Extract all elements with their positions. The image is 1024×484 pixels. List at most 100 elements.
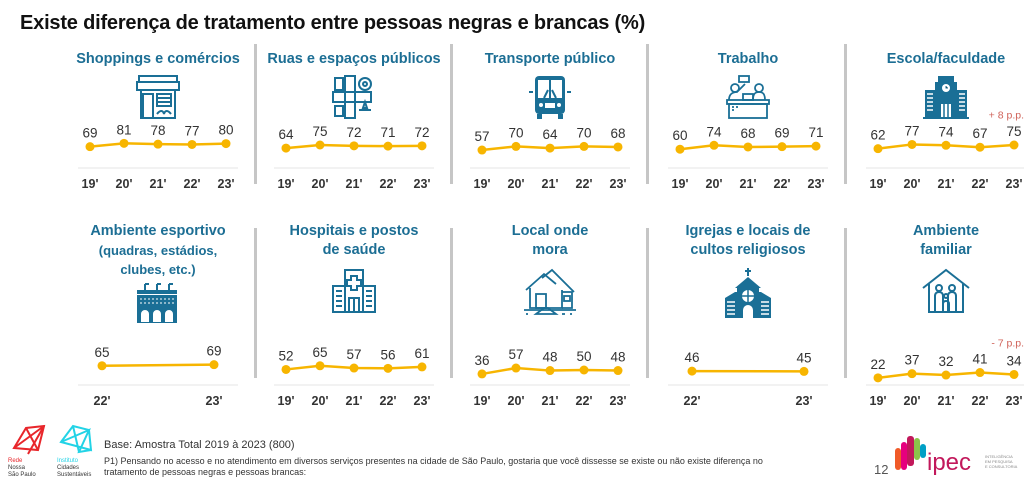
data-point xyxy=(187,139,197,149)
data-label: 57 xyxy=(508,347,523,362)
panel-trabalho: Trabalho 60 19' 74 20' 68 21' 69 22' 71 23' xyxy=(646,0,850,420)
data-point xyxy=(687,366,697,376)
data-point xyxy=(709,140,719,150)
x-tick-label: 22' xyxy=(94,394,111,408)
data-label: 69 xyxy=(82,126,97,141)
panel-ruas-e-espa-os-p-blicos: Ruas e espaços públicos 64 19' 75 20' 72 21' 71… xyxy=(252,0,456,420)
x-tick-label: 20' xyxy=(904,394,921,408)
x-tick-label: 20' xyxy=(312,177,329,191)
line-chart: 57 19' 70 20' 64 21' 70 22' 68 23' xyxy=(470,125,630,191)
x-tick-label: 23' xyxy=(414,394,431,408)
data-point xyxy=(383,141,393,151)
x-tick-label: 22' xyxy=(380,177,397,191)
data-label: 74 xyxy=(706,124,722,139)
panel-title-line: mora xyxy=(532,242,568,258)
data-point xyxy=(545,366,555,376)
x-tick-label: 23' xyxy=(206,394,223,408)
data-label: 61 xyxy=(414,346,429,361)
x-tick-label: 22' xyxy=(380,394,397,408)
bus-icon xyxy=(525,74,575,125)
street-map-icon xyxy=(329,74,379,125)
x-tick-label: 23' xyxy=(218,177,235,191)
data-point xyxy=(777,142,787,152)
panel-title-line: Local onde xyxy=(511,223,589,239)
data-label: 50 xyxy=(576,349,591,364)
x-tick-label: 19' xyxy=(870,394,887,408)
data-label: 64 xyxy=(278,127,294,142)
data-point xyxy=(941,370,951,380)
x-tick-label: 23' xyxy=(414,177,431,191)
data-point xyxy=(383,363,393,373)
x-tick-label: 22' xyxy=(184,177,201,191)
rede-nossa-sao-paulo-logo: Rede Nossa São Paulo xyxy=(8,420,52,480)
x-tick-label: 21' xyxy=(346,177,363,191)
data-label: 74 xyxy=(938,124,954,139)
ipec-tagline-1: INTELIGÊNCIA xyxy=(985,454,1013,459)
data-label: 22 xyxy=(870,357,885,372)
data-point xyxy=(799,366,809,376)
data-point xyxy=(811,141,821,151)
x-tick-label: 22' xyxy=(684,394,701,408)
x-tick-label: 20' xyxy=(706,177,723,191)
panel-divider xyxy=(450,228,453,378)
panel-divider xyxy=(646,44,649,184)
panel-title: Local onde mora xyxy=(448,222,652,260)
x-tick-label: 19' xyxy=(278,394,295,408)
panel-title-line: cultos religiosos xyxy=(690,242,806,258)
x-tick-label: 22' xyxy=(576,394,593,408)
x-tick-label: 20' xyxy=(312,394,329,408)
data-point xyxy=(675,144,685,154)
x-tick-label: 23' xyxy=(796,394,813,408)
ipec-tagline-2: EM PESQUISA xyxy=(985,459,1013,464)
change-annotation: + 8 p.p. xyxy=(989,109,1024,121)
data-point xyxy=(613,366,623,376)
ipec-logo: ipec INTELIGÊNCIA EM PESQUISA E CONSULTO… xyxy=(893,432,1018,478)
line-chart: 36 19' 57 20' 48 21' 50 22' 48 23' xyxy=(470,347,630,408)
panel-divider xyxy=(254,228,257,378)
change-annotation: - 7 p.p. xyxy=(991,338,1024,350)
x-tick-label: 19' xyxy=(672,177,689,191)
data-point xyxy=(873,144,883,154)
data-point xyxy=(349,363,359,373)
x-tick-label: 21' xyxy=(542,177,559,191)
panel-title: Ambiente familiar xyxy=(844,222,1024,260)
data-label: 68 xyxy=(740,126,755,141)
data-label: 70 xyxy=(508,125,523,140)
data-point xyxy=(153,139,163,149)
data-point xyxy=(545,143,555,153)
panel-title-line: Ambiente esportivo xyxy=(90,223,226,239)
data-label: 69 xyxy=(774,126,789,141)
data-label: 70 xyxy=(576,125,591,140)
data-label: 65 xyxy=(312,345,327,360)
x-tick-label: 21' xyxy=(938,394,955,408)
panel-title-line: Shoppings e comércios xyxy=(76,51,240,67)
data-point xyxy=(975,368,985,378)
x-tick-label: 23' xyxy=(1006,177,1023,191)
ipec-wordmark: ipec xyxy=(927,449,971,476)
data-point xyxy=(1009,140,1019,150)
data-label: 80 xyxy=(218,123,233,138)
instituto-label-3: Sustentáveis xyxy=(57,472,92,478)
panel-igrejas-e-locais-de-cultos-religiosos: Igrejas e locais de cultos religiosos 46 22… xyxy=(646,0,850,420)
data-label: 34 xyxy=(1006,353,1022,368)
data-point xyxy=(477,369,487,379)
data-point xyxy=(579,141,589,151)
data-label: 62 xyxy=(870,128,885,143)
ipec-tagline-3: E CONSULTORIA xyxy=(985,464,1018,469)
family-home-icon xyxy=(921,268,971,319)
instituto-label-1: Instituto xyxy=(57,458,79,464)
panel-divider xyxy=(646,228,649,378)
data-label: 77 xyxy=(904,123,919,138)
rede-label-1: Rede xyxy=(8,458,23,464)
panel-title-line: Transporte público xyxy=(484,51,616,67)
x-tick-label: 23' xyxy=(610,177,627,191)
data-point xyxy=(417,141,427,151)
data-label: 71 xyxy=(808,125,823,140)
x-tick-label: 23' xyxy=(808,177,825,191)
data-point xyxy=(209,360,219,370)
instituto-logo-label: Instituto Cidades Sustentáveis xyxy=(57,458,91,479)
data-point xyxy=(85,142,95,152)
data-point xyxy=(907,369,917,379)
x-tick-label: 23' xyxy=(610,394,627,408)
panel-divider xyxy=(844,44,847,184)
